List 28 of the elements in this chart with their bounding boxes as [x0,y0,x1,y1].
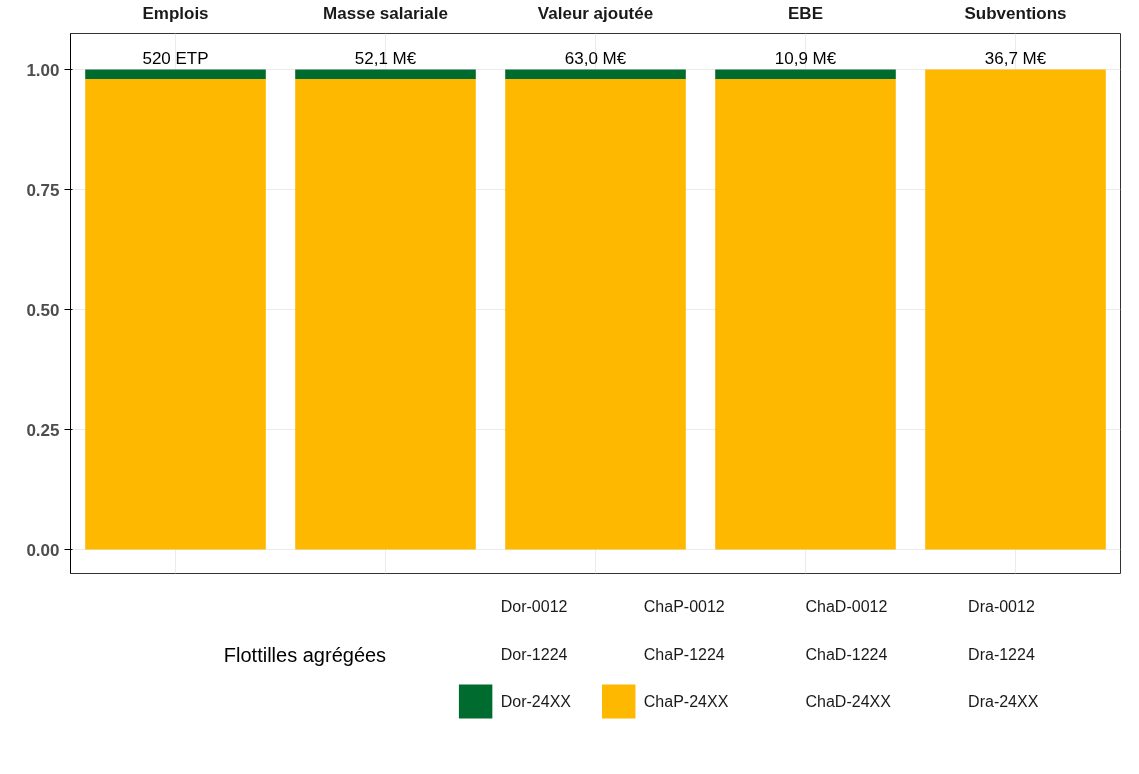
y-tick-label: 0.00 [26,540,60,560]
text: ChaP-0012 [643,598,725,615]
legend-label: ChaP-24XX [643,693,729,710]
annotation: 36,7 M€ [984,48,1047,68]
text: Dor-1224 [500,646,568,663]
text: ChaD-1224 [805,646,888,663]
y-tick-label: 1.00 [26,60,60,80]
text: ChaP-1224 [643,646,725,663]
y-tick-label: 0.25 [26,420,60,440]
x-tick-label: Masse salariale [323,3,448,23]
y-tick-label: 0.50 [26,300,60,320]
annotation: 520 ETP [142,48,209,68]
x-tick-label: Subventions [964,3,1067,23]
text: Dra-24XX [968,693,1039,710]
y-tick-label: 0.75 [26,180,60,200]
annotation: 10,9 M€ [774,48,837,68]
text: Dor-0012 [500,598,568,615]
annotation: 63,0 M€ [564,48,627,68]
text: ChaD-0012 [805,598,888,615]
legend-title: Flottilles agrégées [223,643,387,666]
annotation: 52,1 M€ [354,48,417,68]
text: Dra-1224 [968,646,1035,663]
text: Dra-0012 [968,598,1035,615]
x-tick-label: Emplois [142,3,209,23]
legend-label: Dor-24XX [500,693,572,710]
text: ChaD-24XX [805,693,892,710]
x-tick-label: Valeur ajoutée [537,3,654,23]
x-tick-label: EBE [788,3,823,23]
